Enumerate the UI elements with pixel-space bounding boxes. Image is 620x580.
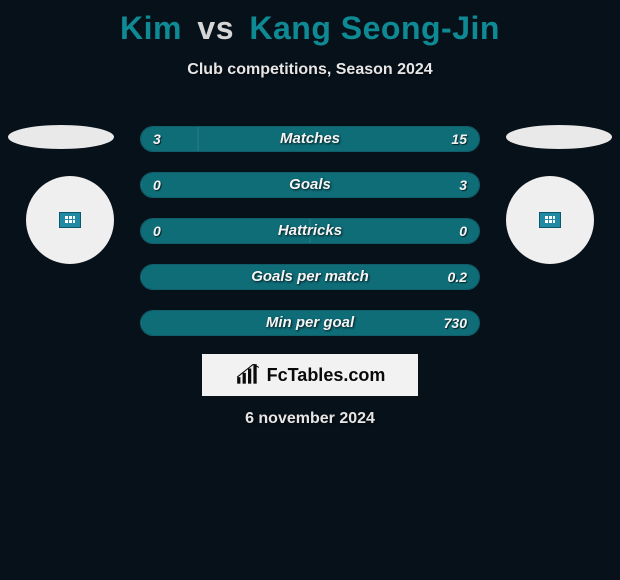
brand-text: FcTables.com	[267, 365, 386, 386]
stat-right-value: 0.2	[448, 265, 467, 289]
stat-row: 0 Hattricks 0	[140, 218, 480, 244]
bar-chart-icon	[235, 364, 261, 386]
player2-club-badge	[506, 176, 594, 264]
player2-name: Kang Seong-Jin	[249, 10, 500, 46]
stat-label: Goals per match	[141, 265, 479, 289]
date-label: 6 november 2024	[0, 410, 620, 428]
player1-name: Kim	[120, 10, 182, 46]
fctables-brand: FcTables.com	[202, 354, 418, 396]
stat-right-value: 3	[459, 173, 467, 197]
player1-flag-oval	[8, 125, 114, 149]
stat-row: 3 Matches 15	[140, 126, 480, 152]
stat-row: Min per goal 730	[140, 310, 480, 336]
club-badge-icon	[539, 212, 561, 228]
vs-label: vs	[197, 10, 234, 46]
stat-row: 0 Goals 3	[140, 172, 480, 198]
player2-flag-oval	[506, 125, 612, 149]
club-badge-icon	[59, 212, 81, 228]
stat-row: Goals per match 0.2	[140, 264, 480, 290]
stat-label: Goals	[141, 173, 479, 197]
comparison-title: Kim vs Kang Seong-Jin	[0, 0, 620, 47]
stat-right-value: 730	[444, 311, 467, 335]
stat-right-value: 15	[451, 127, 467, 151]
player1-club-badge	[26, 176, 114, 264]
stat-label: Matches	[141, 127, 479, 151]
stat-right-value: 0	[459, 219, 467, 243]
stat-label: Hattricks	[141, 219, 479, 243]
stat-bars: 3 Matches 15 0 Goals 3 0 Hattricks 0 Goa…	[140, 126, 480, 356]
stat-label: Min per goal	[141, 311, 479, 335]
subtitle: Club competitions, Season 2024	[0, 61, 620, 79]
